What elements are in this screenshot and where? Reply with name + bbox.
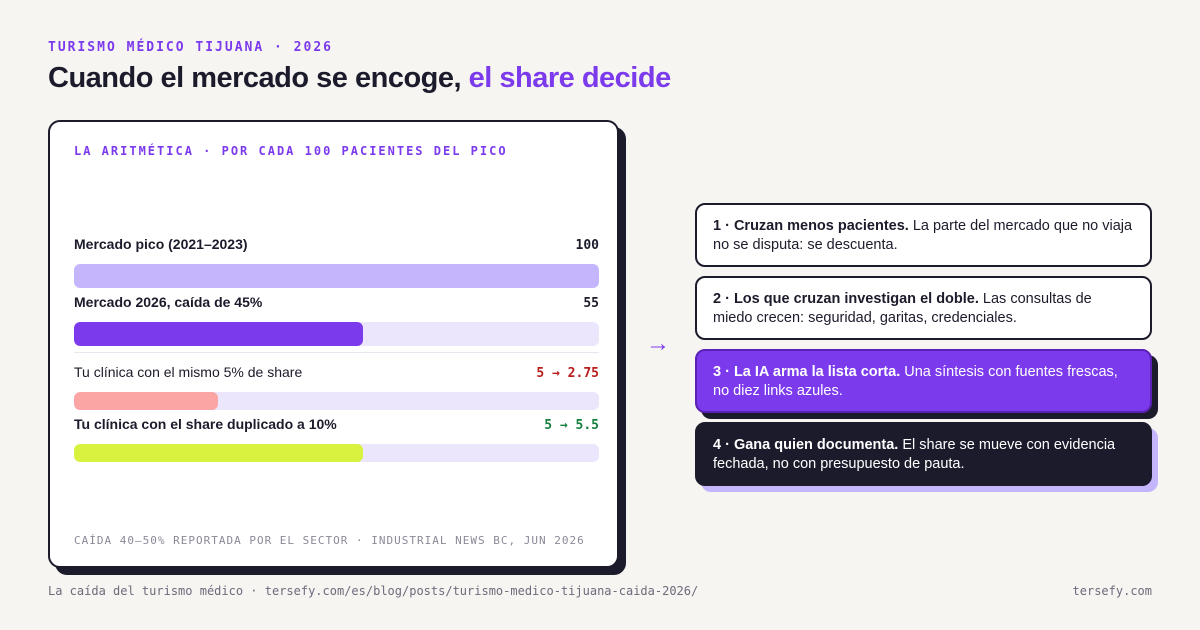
step-card: 2 · Los que cruzan investigan el doble. … bbox=[695, 276, 1152, 340]
bar-fill bbox=[74, 264, 599, 288]
bar-value: 100 bbox=[575, 238, 599, 253]
footer-brand[interactable]: tersefy.com bbox=[1072, 584, 1152, 598]
arithmetic-card: LA ARITMÉTICA · POR CADA 100 PACIENTES D… bbox=[48, 120, 619, 568]
step-1: 1 · Cruzan menos pacientes. La parte del… bbox=[695, 203, 1152, 267]
bar-fill bbox=[74, 392, 219, 410]
step-card: 4 · Gana quien documenta. El share se mu… bbox=[695, 422, 1152, 486]
bar-label: Tu clínica con el mismo 5% de share bbox=[74, 364, 303, 380]
bar-row-doubled-share: Tu clínica con el share duplicado a 10% … bbox=[74, 416, 599, 462]
step-text: La parte del mercado que no viaja no se … bbox=[713, 218, 1133, 253]
step-2: 2 · Los que cruzan investigan el doble. … bbox=[695, 276, 1152, 340]
step-3: 3 · La IA arma la lista corta. Una sínte… bbox=[695, 349, 1158, 419]
headline: Cuando el mercado se encoge, el share de… bbox=[48, 62, 671, 95]
step-title: 2 · Los que cruzan investigan el doble. bbox=[713, 291, 979, 307]
footer-source-link[interactable]: La caída del turismo médico · tersefy.co… bbox=[48, 584, 699, 598]
step-title: 4 · Gana quien documenta. bbox=[713, 437, 899, 453]
bar-track bbox=[74, 392, 599, 410]
arrow-right-icon: → bbox=[646, 330, 670, 357]
eyebrow: TURISMO MÉDICO TIJUANA · 2026 bbox=[48, 40, 333, 55]
step-title: 1 · Cruzan menos pacientes. bbox=[713, 218, 909, 234]
step-card: 3 · La IA arma la lista corta. Una sínte… bbox=[695, 349, 1152, 413]
headline-main: Cuando el mercado se encoge, bbox=[48, 62, 469, 94]
bar-label: Mercado 2026, caída de 45% bbox=[74, 294, 263, 310]
divider bbox=[74, 352, 599, 353]
step-text: El share se mueve con evidencia fechada,… bbox=[713, 437, 1116, 472]
bar-value: 5 → 2.75 bbox=[536, 366, 599, 381]
card-title: LA ARITMÉTICA · POR CADA 100 PACIENTES D… bbox=[74, 144, 508, 158]
card-footnote: CAÍDA 40–50% REPORTADA POR EL SECTOR · I… bbox=[74, 534, 585, 547]
step-card: 1 · Cruzan menos pacientes. La parte del… bbox=[695, 203, 1152, 267]
bar-track bbox=[74, 444, 599, 462]
step-text: Una síntesis con fuentes frescas, no die… bbox=[713, 364, 1118, 399]
bar-track bbox=[74, 264, 599, 288]
bar-row-peak-market: Mercado pico (2021–2023) 100 bbox=[74, 236, 599, 288]
step-title: 3 · La IA arma la lista corta. bbox=[713, 364, 901, 380]
bar-fill bbox=[74, 322, 363, 346]
bar-label: Mercado pico (2021–2023) bbox=[74, 236, 248, 252]
bar-value: 55 bbox=[583, 296, 599, 311]
bar-track bbox=[74, 322, 599, 346]
step-text: Las consultas de miedo crecen: seguridad… bbox=[713, 291, 1092, 326]
step-4: 4 · Gana quien documenta. El share se mu… bbox=[695, 422, 1158, 492]
bar-label: Tu clínica con el share duplicado a 10% bbox=[74, 416, 337, 432]
headline-accent: el share decide bbox=[468, 62, 672, 94]
bar-value: 5 → 5.5 bbox=[544, 418, 599, 433]
bar-fill bbox=[74, 444, 363, 462]
bar-row-market-2026: Mercado 2026, caída de 45% 55 bbox=[74, 294, 599, 346]
bar-row-same-share: Tu clínica con el mismo 5% de share 5 → … bbox=[74, 364, 599, 410]
